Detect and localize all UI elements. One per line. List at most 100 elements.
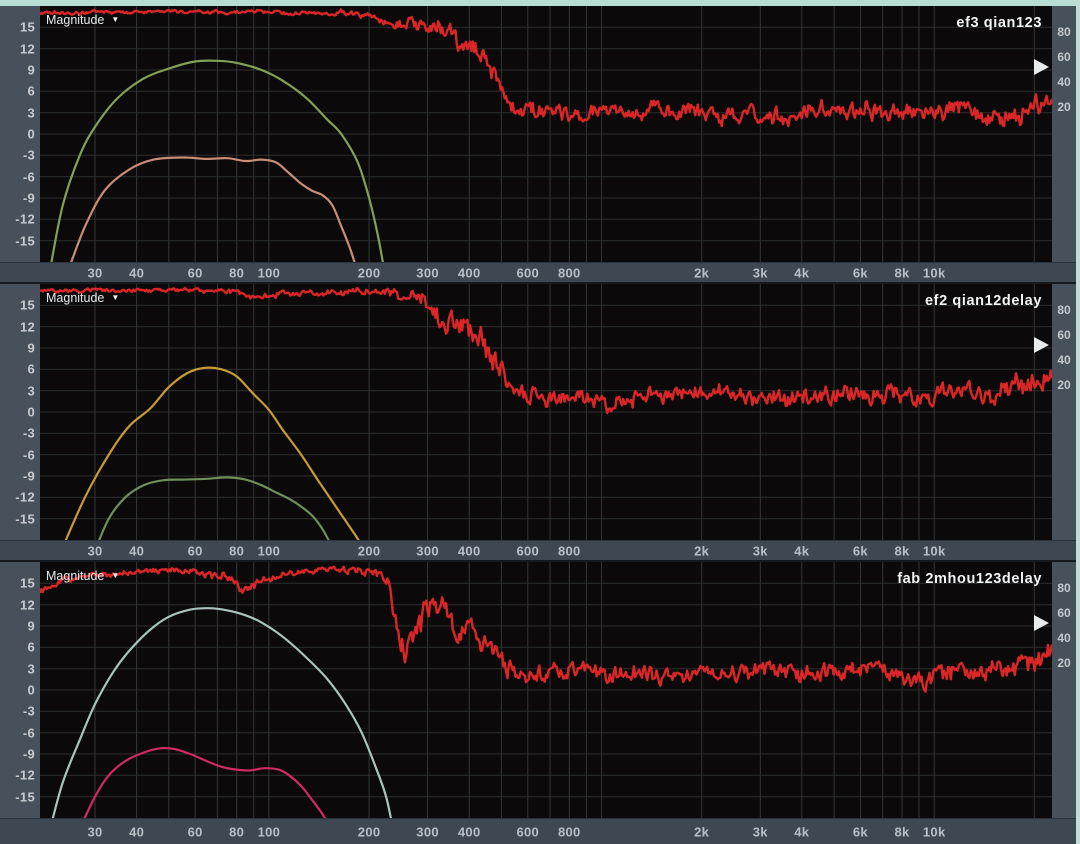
magnitude-panel-3: 15 12 9 6 3 0 -3 -6 -9 -12 -15 80 60 40 20 Magnitude …: [0, 562, 1080, 818]
freq-tick-label: 80: [229, 824, 245, 839]
y-tick-label: 12: [19, 41, 35, 57]
y-tick-label: -9: [22, 190, 35, 206]
freq-tick-label: 200: [357, 543, 381, 558]
freq-tick-label: 10k: [922, 265, 946, 280]
magnitude-plot-1[interactable]: [40, 6, 1052, 262]
y-tick-label: -9: [22, 746, 35, 762]
y-tick-label: 6: [27, 83, 35, 99]
magnitude-plot-2[interactable]: [40, 284, 1052, 540]
magnitude-dropdown-3[interactable]: Magnitude ▼: [46, 569, 119, 583]
y-tick-label: 6: [27, 639, 35, 655]
freq-tick-label: 100: [257, 265, 281, 280]
freq-tick-label: 4k: [794, 543, 810, 558]
magnitude-dropdown-1[interactable]: Magnitude ▼: [46, 13, 119, 27]
y-tick-label: -3: [22, 425, 35, 441]
freq-tick-label: 3k: [752, 265, 768, 280]
freq-tick-label: 300: [416, 543, 439, 558]
freq-tick-label: 4k: [794, 824, 810, 839]
freq-tick-label: 3k: [752, 543, 768, 558]
freq-tick-label: 60: [187, 824, 203, 839]
y-tick-label: -6: [22, 725, 35, 741]
frequency-axis-3: 30 40 60 80 100 200 300 400 600 800 2k 3k 4k 6k 8k 10k: [0, 818, 1080, 844]
y-tick-label: -15: [15, 511, 35, 527]
freq-tick-label: 3k: [752, 824, 768, 839]
magnitude-dropdown-label: Magnitude: [46, 569, 105, 583]
y-axis-right-2: 80 60 40 20: [1052, 284, 1076, 540]
y-tick-label: -3: [22, 147, 35, 163]
freq-tick-label: 60: [187, 543, 203, 558]
trace-title-1[interactable]: ef3 qian123: [956, 15, 1042, 31]
y-axis-right-1: 80 60 40 20: [1052, 6, 1076, 262]
y-tick-label: -6: [22, 169, 35, 185]
trace-title-3[interactable]: fab 2mhou123delay: [897, 571, 1042, 587]
trace-cursor-marker-icon[interactable]: [1034, 615, 1049, 631]
window-top-border: [0, 0, 1080, 6]
window-right-border: [1076, 0, 1080, 844]
trace-cursor-marker-icon[interactable]: [1034, 59, 1049, 75]
y-tick-label: 0: [27, 404, 35, 420]
right-axis-tick-label: 40: [1057, 631, 1071, 645]
freq-tick-label: 60: [187, 265, 203, 280]
freq-tick-label: 40: [129, 824, 145, 839]
y-tick-label: 3: [27, 383, 35, 399]
y-tick-label: -3: [22, 703, 35, 719]
trace-title-2[interactable]: ef2 qian12delay: [925, 293, 1042, 309]
y-axis-left-2: 15 12 9 6 3 0 -3 -6 -9 -12 -15: [0, 284, 40, 540]
frequency-axis-2: 30 40 60 80 100 200 300 400 600 800 2k 3k 4k 6k 8k 10k: [0, 540, 1080, 562]
right-axis-tick-label: 20: [1057, 656, 1071, 670]
freq-tick-label: 600: [516, 824, 540, 839]
y-tick-label: 0: [27, 682, 35, 698]
freq-tick-label: 400: [457, 543, 481, 558]
magnitude-plot-3[interactable]: [40, 562, 1052, 818]
y-tick-label: 6: [27, 361, 35, 377]
freq-tick-label: 2k: [694, 265, 710, 280]
y-tick-label: 15: [19, 19, 35, 35]
magnitude-dropdown-2[interactable]: Magnitude ▼: [46, 291, 119, 305]
freq-tick-label: 8k: [894, 265, 910, 280]
freq-tick-label: 200: [357, 265, 381, 280]
y-tick-label: 9: [27, 340, 35, 356]
freq-tick-label: 40: [129, 543, 145, 558]
freq-tick-label: 2k: [694, 543, 710, 558]
y-tick-label: -6: [22, 447, 35, 463]
right-axis-tick-label: 60: [1057, 328, 1071, 342]
freq-tick-label: 30: [87, 824, 103, 839]
right-axis-tick-label: 80: [1057, 303, 1071, 317]
freq-tick-label: 10k: [922, 824, 946, 839]
y-tick-label: 3: [27, 105, 35, 121]
y-tick-label: 12: [19, 319, 35, 335]
y-tick-label: -15: [15, 789, 35, 805]
freq-tick-label: 6k: [852, 265, 868, 280]
right-axis-tick-label: 20: [1057, 378, 1071, 392]
y-tick-label: 9: [27, 618, 35, 634]
freq-tick-label: 100: [257, 543, 281, 558]
y-tick-label: -12: [15, 767, 35, 783]
y-tick-label: -9: [22, 468, 35, 484]
freq-tick-label: 6k: [852, 824, 868, 839]
right-axis-tick-label: 40: [1057, 353, 1071, 367]
y-axis-right-3: 80 60 40 20: [1052, 562, 1076, 818]
magnitude-panel-2: 15 12 9 6 3 0 -3 -6 -9 -12 -15 80 60 40 20 Magnitude …: [0, 284, 1080, 540]
freq-tick-label: 80: [229, 543, 245, 558]
freq-tick-label: 200: [357, 824, 381, 839]
magnitude-panel-1: 15 12 9 6 3 0 -3 -6 -9 -12 -15 80 60 40 20 Magnitude …: [0, 6, 1080, 262]
right-axis-tick-label: 80: [1057, 581, 1071, 595]
y-tick-label: 12: [19, 597, 35, 613]
freq-tick-label: 800: [558, 824, 581, 839]
freq-tick-label: 40: [129, 265, 145, 280]
freq-tick-label: 600: [516, 265, 540, 280]
y-tick-label: -12: [15, 211, 35, 227]
freq-tick-label: 400: [457, 265, 481, 280]
freq-tick-label: 30: [87, 543, 103, 558]
trace-cursor-marker-icon[interactable]: [1034, 337, 1049, 353]
freq-tick-label: 6k: [852, 543, 868, 558]
dropdown-arrow-icon: ▼: [111, 293, 120, 302]
freq-tick-label: 10k: [922, 543, 946, 558]
freq-tick-label: 400: [457, 824, 481, 839]
freq-tick-label: 2k: [694, 824, 710, 839]
freq-tick-label: 800: [558, 543, 581, 558]
y-tick-label: -15: [15, 233, 35, 249]
right-axis-tick-label: 60: [1057, 50, 1071, 64]
y-tick-label: 3: [27, 661, 35, 677]
